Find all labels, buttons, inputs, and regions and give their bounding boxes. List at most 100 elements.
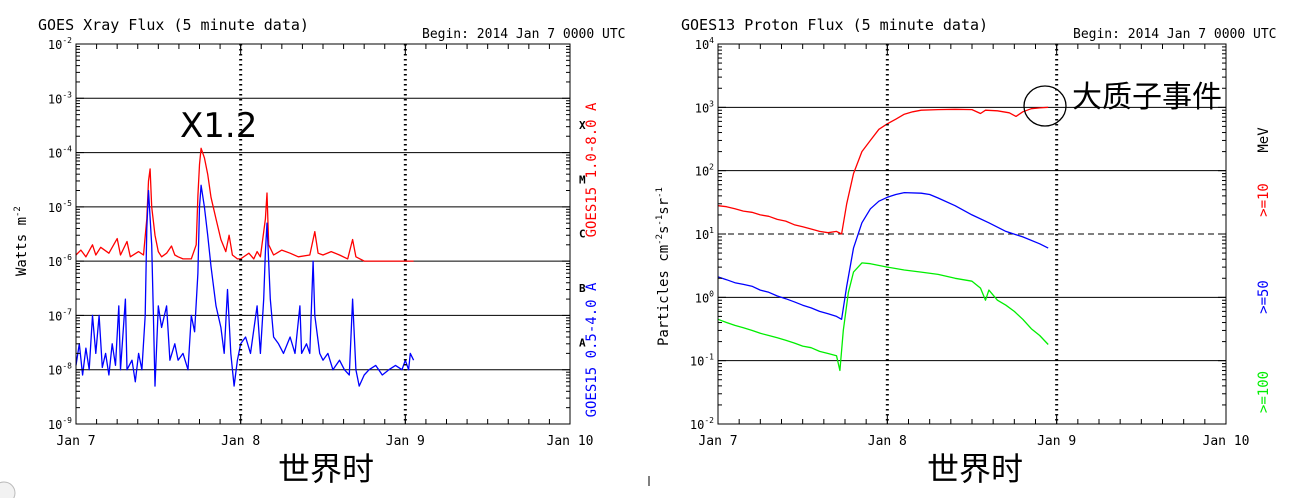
- proton-day-dividers: [885, 44, 1059, 424]
- corner-badge-icon: [0, 481, 16, 498]
- xray-y-tick-base: 10: [48, 364, 62, 378]
- proton-y-tick-base: 10: [695, 101, 709, 115]
- proton-y-tick-exponent: 1: [709, 226, 714, 235]
- proton-begin-label: Begin: 2014 Jan 7 0000 UTC: [1073, 27, 1277, 42]
- xray-title: GOES Xray Flux (5 minute data): [38, 16, 309, 34]
- xray-y-tick-exponent: -2: [62, 36, 72, 45]
- xray-x-axis-label: 世界时: [278, 450, 374, 488]
- proton-right-label: >=10: [1256, 183, 1272, 217]
- proton-x-tick-label: Jan 8: [868, 434, 907, 449]
- proton-y-tick-label: 100: [695, 289, 714, 305]
- xray-class-label: M: [579, 173, 586, 186]
- xray-right-label: GOES15 1.0-8.0 A: [584, 102, 600, 237]
- xray-y-tick-label: 10-3: [48, 90, 72, 106]
- proton-x-tick-label: Jan 10: [1203, 434, 1250, 449]
- xray-y-axis-label-text: Watts m: [14, 217, 30, 276]
- xray-class-label: X: [579, 119, 586, 132]
- proton-y-tick-exponent: -2: [704, 416, 714, 425]
- xray-annotation-x12: X1.2: [180, 106, 257, 146]
- xray-y-axis-label-exponent: -2: [13, 206, 23, 217]
- proton-series-line: [717, 106, 1049, 235]
- proton-y-tick-exponent: 3: [709, 99, 714, 108]
- xray-y-tick-label: 10-2: [48, 36, 72, 52]
- xray-y-tick-label: 10-6: [48, 253, 72, 269]
- proton-series-line: [717, 191, 1049, 320]
- proton-y-tick-base: 10: [695, 165, 709, 179]
- xray-class-labels: X M C B A: [579, 119, 586, 349]
- xray-class-label: C: [579, 228, 586, 241]
- xray-y-tick-base: 10: [48, 201, 62, 215]
- proton-series-line: [717, 262, 1049, 372]
- proton-x-tick-label: Jan 9: [1037, 434, 1076, 449]
- proton-flux-chart: GOES13 Proton Flux (5 minute data) Begin…: [655, 16, 1277, 488]
- xray-y-tick-exponent: -3: [62, 90, 72, 99]
- xray-class-label: B: [579, 282, 586, 295]
- proton-y-axis-exp-3: -1: [655, 187, 665, 198]
- proton-y-tick-label: 102: [695, 163, 714, 179]
- xray-y-tick-label: 10-5: [48, 199, 72, 215]
- proton-x-axis-label: 世界时: [927, 450, 1023, 488]
- xray-day-dividers: [239, 44, 407, 424]
- proton-y-axis-exp-2: -1: [655, 215, 665, 226]
- proton-y-tick-label: 101: [695, 226, 714, 242]
- proton-y-tick-base: 10: [695, 228, 709, 242]
- proton-y-axis-unit-sr: sr: [656, 198, 672, 215]
- proton-y-tick-exponent: -1: [704, 353, 714, 362]
- xray-x-tick-label: Jan 8: [221, 434, 260, 449]
- proton-y-tick-base: 10: [695, 38, 709, 52]
- proton-y-axis-unit-s: s: [656, 226, 672, 234]
- xray-y-tick-base: 10: [48, 309, 62, 323]
- xray-channel-labels: GOES15 1.0-8.0 A GOES15 0.5-4.0 A: [584, 102, 600, 417]
- xray-y-tick-base: 10: [48, 147, 62, 161]
- proton-right-label: MeV: [1256, 127, 1272, 153]
- xray-y-tick-exponent: -7: [62, 307, 72, 316]
- xray-y-ticks: 10-210-310-410-510-610-710-810-9: [48, 36, 570, 432]
- xray-x-tick-label: Jan 7: [56, 434, 95, 449]
- proton-right-label: >=100: [1256, 371, 1272, 413]
- xray-y-tick-base: 10: [48, 255, 62, 269]
- proton-y-axis-exp-1: -2: [655, 234, 665, 245]
- proton-series-group: [717, 106, 1049, 372]
- xray-class-label: A: [579, 336, 586, 349]
- xray-x-tick-label: Jan 10: [547, 434, 594, 449]
- xray-x-ticks: Jan 7 Jan 8 Jan 9 Jan 10: [56, 44, 593, 449]
- xray-y-tick-base: 10: [48, 418, 62, 432]
- xray-y-tick-exponent: -4: [62, 145, 72, 154]
- xray-right-label: GOES15 0.5-4.0 A: [584, 282, 600, 417]
- proton-x-ticks: Jan 7 Jan 8 Jan 9 Jan 10: [698, 44, 1249, 449]
- xray-y-tick-exponent: -6: [62, 253, 72, 262]
- proton-y-tick-label: 104: [695, 36, 714, 52]
- proton-y-tick-exponent: 0: [709, 289, 714, 298]
- proton-annotation-event: 大质子事件: [1072, 80, 1222, 115]
- xray-plot-frame: [75, 43, 571, 425]
- proton-y-axis-label: Particles cm-2s-1sr-1: [655, 187, 672, 346]
- xray-flux-chart: GOES Xray Flux (5 minute data) Begin: 20…: [13, 16, 626, 488]
- proton-y-axis-label-text: Particles cm: [656, 245, 672, 346]
- xray-y-tick-label: 10-4: [48, 145, 72, 161]
- xray-series-group: [75, 147, 415, 387]
- proton-gridlines: [718, 106, 1226, 362]
- proton-y-tick-base: 10: [690, 355, 704, 369]
- xray-x-tick-label: Jan 9: [386, 434, 425, 449]
- proton-y-tick-base: 10: [695, 291, 709, 305]
- xray-series-line: [75, 147, 414, 262]
- xray-y-tick-base: 10: [48, 92, 62, 106]
- xray-y-tick-exponent: -8: [62, 362, 72, 371]
- proton-title: GOES13 Proton Flux (5 minute data): [681, 16, 988, 34]
- xray-y-tick-exponent: -9: [62, 416, 72, 425]
- proton-event-circle: [1023, 85, 1067, 127]
- xray-y-tick-label: 10-7: [48, 307, 72, 323]
- xray-y-tick-base: 10: [48, 38, 62, 52]
- proton-energy-labels: MeV >=10 >=50 >=100: [1256, 127, 1272, 413]
- proton-y-tick-base: 10: [690, 418, 704, 432]
- xray-gridlines: [76, 97, 570, 371]
- xray-y-tick-label: 10-9: [48, 416, 72, 432]
- proton-right-label: >=50: [1256, 280, 1272, 314]
- proton-y-tick-label: 103: [695, 99, 714, 115]
- xray-y-tick-label: 10-8: [48, 362, 72, 378]
- proton-y-tick-exponent: 2: [709, 163, 714, 172]
- proton-y-tick-exponent: 4: [709, 36, 714, 45]
- proton-x-tick-label: Jan 7: [698, 434, 737, 449]
